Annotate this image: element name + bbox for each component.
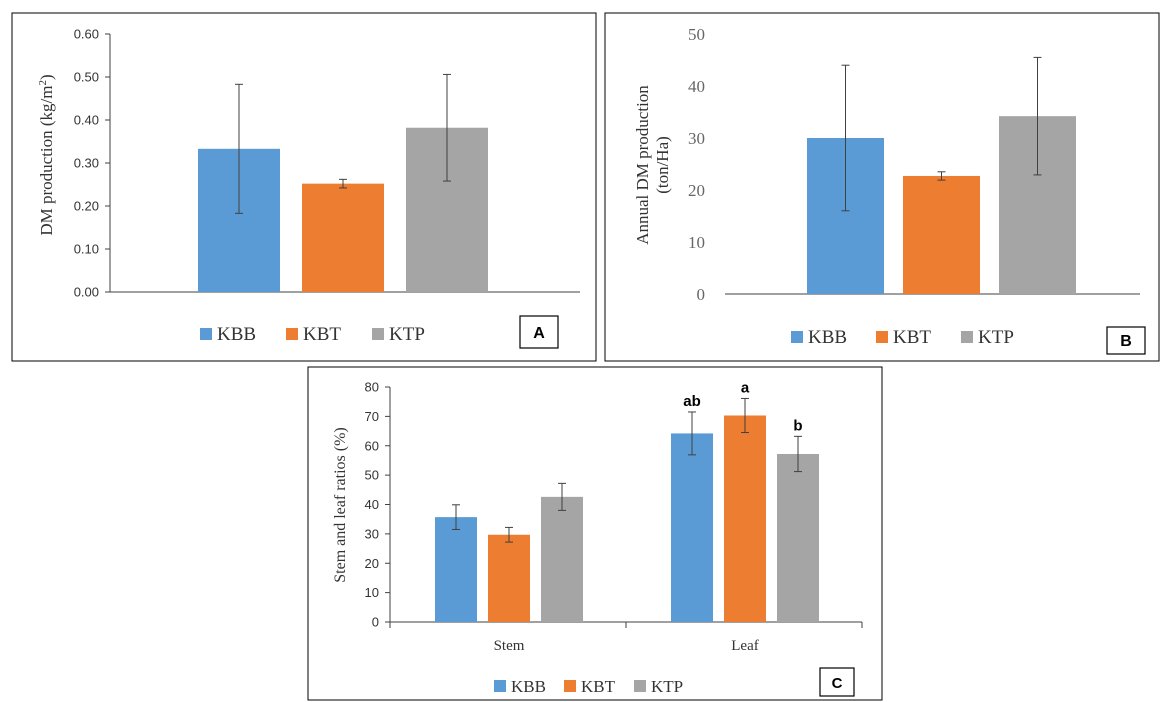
legend-swatch-kbt [286,328,298,340]
y-tick-label: 0.60 [74,27,99,42]
panel-b-y-axis-title-line1: Annual DM production [633,85,652,245]
y-tick-label: 0.30 [74,156,99,171]
y-tick-label: 40 [365,497,379,512]
legend-label-ktp: KTP [389,324,425,345]
bar-kbt-stem [488,534,530,622]
legend-swatch-kbb [791,331,803,343]
panel-c-legend: KBB KBT KTP [494,677,683,696]
panel-b-label-box [1106,326,1146,355]
bar-ktp-stem [541,496,583,622]
y-tick-label: 50 [688,25,705,44]
y-tick-label: 0.10 [74,242,99,257]
panel-c-x-axis: Stem Leaf [389,622,863,654]
legend-label-ktp: KTP [978,327,1014,348]
y-tick-label: 30 [688,129,705,148]
y-tick-label: 30 [365,526,379,541]
panel-a-legend: KBB KBT KTP [200,324,425,345]
significance-label: ab [683,393,701,410]
y-tick-label: 0.40 [74,113,99,128]
y-tick-label: 0.00 [74,285,99,300]
bar-kbt [903,175,980,294]
legend-label-kbt: KBT [893,327,931,348]
panel-c-y-axis-title: Stem and leaf ratios (%) [332,427,349,583]
bar-kbb-leaf [671,433,713,622]
legend-label-kbb: KBB [217,324,256,345]
significance-label: a [741,379,750,396]
panel-b-y-axis: 0 10 20 30 40 50 [688,25,1140,304]
panel-a-frame [11,12,597,362]
legend-swatch-kbt [876,331,888,343]
y-tick-label: 70 [365,409,379,424]
legend-label-ktp: KTP [651,677,683,696]
legend-label-kbt: KBT [581,677,616,696]
legend-swatch-kbt [564,680,576,692]
legend-swatch-kbb [494,680,506,692]
y-tick-label: 0.20 [74,199,99,214]
y-tick-label: 0.50 [74,70,99,85]
panel-b-label: B [1120,333,1132,350]
legend-label-kbb: KBB [511,677,546,696]
panel-a-label-box [519,315,559,349]
legend-swatch-kbb [200,328,212,340]
legend-label-kbt: KBT [303,324,341,345]
significance-label: b [793,417,802,434]
legend-swatch-ktp [634,680,646,692]
y-tick-label: 80 [365,380,379,395]
legend-label-kbb: KBB [808,327,847,348]
panel-a-label: A [533,325,545,342]
panel-c-label: C [832,675,843,692]
panel-b-frame [604,12,1160,362]
x-category-label: Stem [494,638,525,654]
panel-a-bars [198,73,488,293]
panel-b-y-axis-title-line2: (ton/Ha) [653,136,672,194]
panel-a-y-axis: 0.00 0.10 0.20 0.30 0.40 0.50 0.60 [74,27,580,300]
legend-swatch-ktp [372,328,384,340]
panel-a: 0.00 0.10 0.20 0.30 0.40 0.50 0.60 DM producti… [11,12,597,362]
y-tick-label: 20 [688,181,705,200]
y-tick-label: 20 [365,556,379,571]
panel-b-bars [807,56,1076,294]
panel-c-frame [307,366,883,701]
y-tick-label: 0 [697,285,706,304]
bar-ktp-leaf [777,453,819,622]
y-tick-label: 60 [365,438,379,453]
panel-b-legend: KBB KBT KTP [791,327,1014,348]
panel-b: 0 10 20 30 40 50 Annual DM production (ton/Ha… [604,12,1160,362]
x-category-label: Leaf [731,638,758,654]
y-tick-label: 40 [688,77,705,96]
legend-swatch-ktp [961,331,973,343]
y-tick-label: 10 [365,585,379,600]
bar-kbb-stem [435,517,477,622]
bar-kbt [302,183,384,292]
y-tick-label: 50 [365,468,379,483]
bar-kbt-leaf [724,415,766,622]
panel-a-y-axis-title: DM production (kg/m2) [37,74,56,235]
y-tick-label: 0 [372,615,379,630]
y-tick-label: 10 [688,233,705,252]
panel-c-label-box [819,667,855,697]
